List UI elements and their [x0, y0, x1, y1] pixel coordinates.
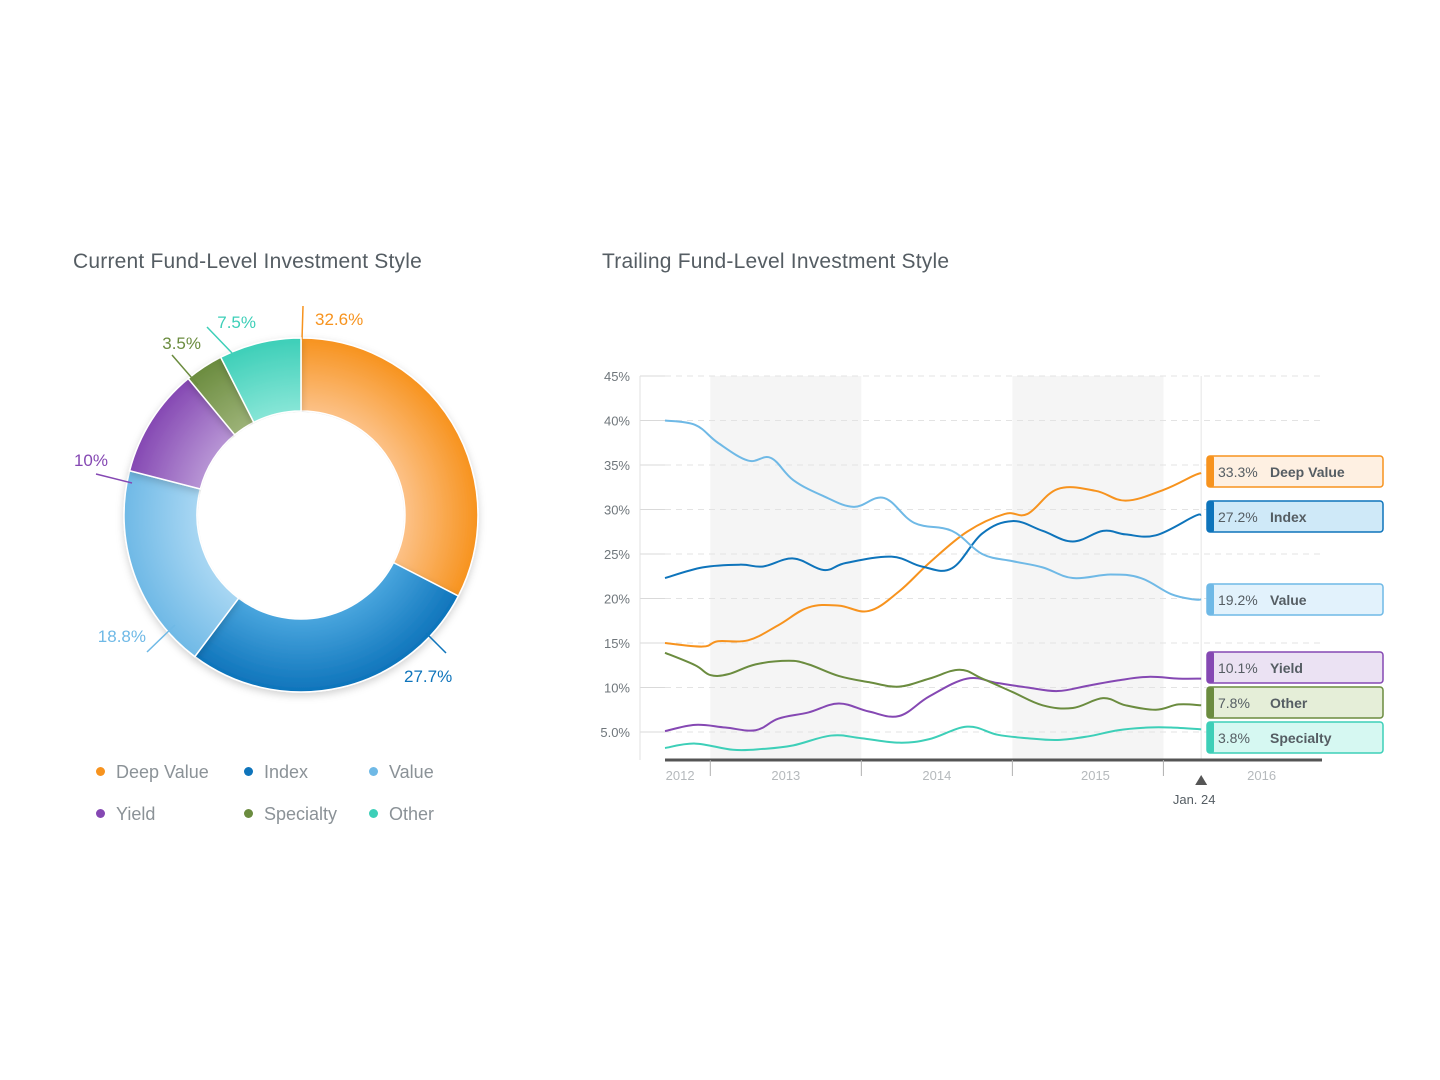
legend-label: Other [389, 804, 435, 824]
donut-hole [198, 412, 404, 618]
donut-leader-other [206, 326, 233, 354]
donut-chart-title: Current Fund-Level Investment Style [73, 250, 422, 273]
donut-leader-value [146, 624, 176, 653]
date-marker-icon [1195, 775, 1208, 785]
badge-value: 10.1% [1218, 660, 1258, 676]
legend-label: Yield [116, 804, 156, 824]
badge-name: Value [1270, 592, 1307, 608]
badge-tab [1207, 687, 1214, 718]
line-chart: 45% 40% 35% 30% 25% 20% 15% 10% 5.0% 2012 2013 2014… [600, 369, 1384, 807]
legend-item-deep-value: Deep Value [96, 762, 209, 783]
donut-slice-deep-value [300, 337, 479, 598]
y-tick-label: 35% [604, 458, 630, 473]
badge-value: 7.8% [1218, 695, 1250, 711]
badge-name: Specialty [1270, 730, 1332, 746]
legend-item-yield: Yield [96, 804, 155, 825]
badge-other: 7.8% Other [1206, 686, 1384, 719]
donut-label-yield: 10% [74, 451, 108, 470]
x-year-label: 2012 [666, 768, 695, 783]
legend-item-value: Value [369, 762, 434, 783]
line-chart-title: Trailing Fund-Level Investment Style [602, 250, 950, 273]
y-tick-label: 30% [604, 503, 630, 518]
donut-label-value: 18.8% [98, 627, 146, 646]
legend-item-specialty: Specialty [244, 804, 337, 825]
donut-label-deep-value: 32.6% [315, 310, 363, 329]
legend-item-other: Other [369, 804, 434, 825]
x-year-label: 2016 [1247, 768, 1276, 783]
legend-dot-value [369, 766, 378, 776]
x-year-label: 2013 [771, 768, 800, 783]
legend-label: Specialty [264, 804, 338, 824]
badge-value: 19.2% Value [1206, 583, 1384, 616]
badge-value: 33.3% [1218, 464, 1258, 480]
badge-specialty: 3.8% Specialty [1206, 721, 1384, 754]
badge-tab [1207, 456, 1214, 487]
badge-deep-value: 33.3% Deep Value [1206, 455, 1384, 488]
legend-dot-other [369, 808, 378, 818]
shaded-band [710, 376, 862, 760]
legend-label: Value [389, 762, 434, 782]
badge-index: 27.2% Index [1206, 500, 1384, 533]
y-tick-label: 5.0% [600, 725, 630, 740]
series-line-yield [664, 675, 1202, 733]
y-tick-label: 25% [604, 547, 630, 562]
legend-dot-specialty [244, 808, 253, 818]
legend-dot-yield [96, 808, 105, 818]
x-year-label: 2014 [922, 768, 951, 783]
legend-item-index: Index [244, 762, 308, 783]
donut-leader-yield [95, 473, 133, 484]
badge-tab [1207, 652, 1214, 683]
legend-dot-deep-value [96, 766, 105, 776]
badge-value: 27.2% [1218, 509, 1258, 525]
y-tick-label: 10% [604, 681, 630, 696]
y-tick-label: 20% [604, 592, 630, 607]
series-line-value [664, 419, 1202, 601]
donut-leader-index [425, 632, 447, 654]
badge-tab [1207, 584, 1214, 615]
date-marker-label: Jan. 24 [1173, 792, 1216, 807]
badge-name: Yield [1270, 660, 1303, 676]
series-line-other [664, 651, 1202, 711]
badge-value: 3.8% [1218, 730, 1250, 746]
badge-name: Other [1270, 695, 1308, 711]
series-line-index [664, 513, 1202, 579]
legend-dot-index [244, 766, 253, 776]
badge-yield: 10.1% Yield [1206, 651, 1384, 684]
badge-value: 19.2% [1218, 592, 1258, 608]
donut-slice-other [219, 337, 302, 424]
shaded-band [1012, 376, 1164, 760]
series-line-specialty [664, 725, 1202, 752]
series-line-deep-value [664, 472, 1202, 648]
y-tick-label: 15% [604, 636, 630, 651]
donut-chart: 32.6% 27.7% 18.8% 10% 3.5% 7.5% [74, 305, 479, 693]
y-tick-label: 45% [604, 369, 630, 384]
badge-name: Deep Value [1270, 464, 1345, 480]
donut-label-specialty: 3.5% [162, 334, 201, 353]
legend-label: Deep Value [116, 762, 209, 782]
x-year-label: 2015 [1081, 768, 1110, 783]
y-tick-label: 40% [604, 414, 630, 429]
badge-name: Index [1270, 509, 1307, 525]
legend-label: Index [264, 762, 309, 782]
donut-label-index: 27.7% [404, 667, 452, 686]
donut-label-other: 7.5% [217, 313, 256, 332]
badge-tab [1207, 501, 1214, 532]
badge-tab [1207, 722, 1214, 753]
donut-slice-index [193, 561, 460, 693]
donut-leader-deep-value [301, 305, 304, 341]
donut-leader-specialty [171, 354, 199, 386]
